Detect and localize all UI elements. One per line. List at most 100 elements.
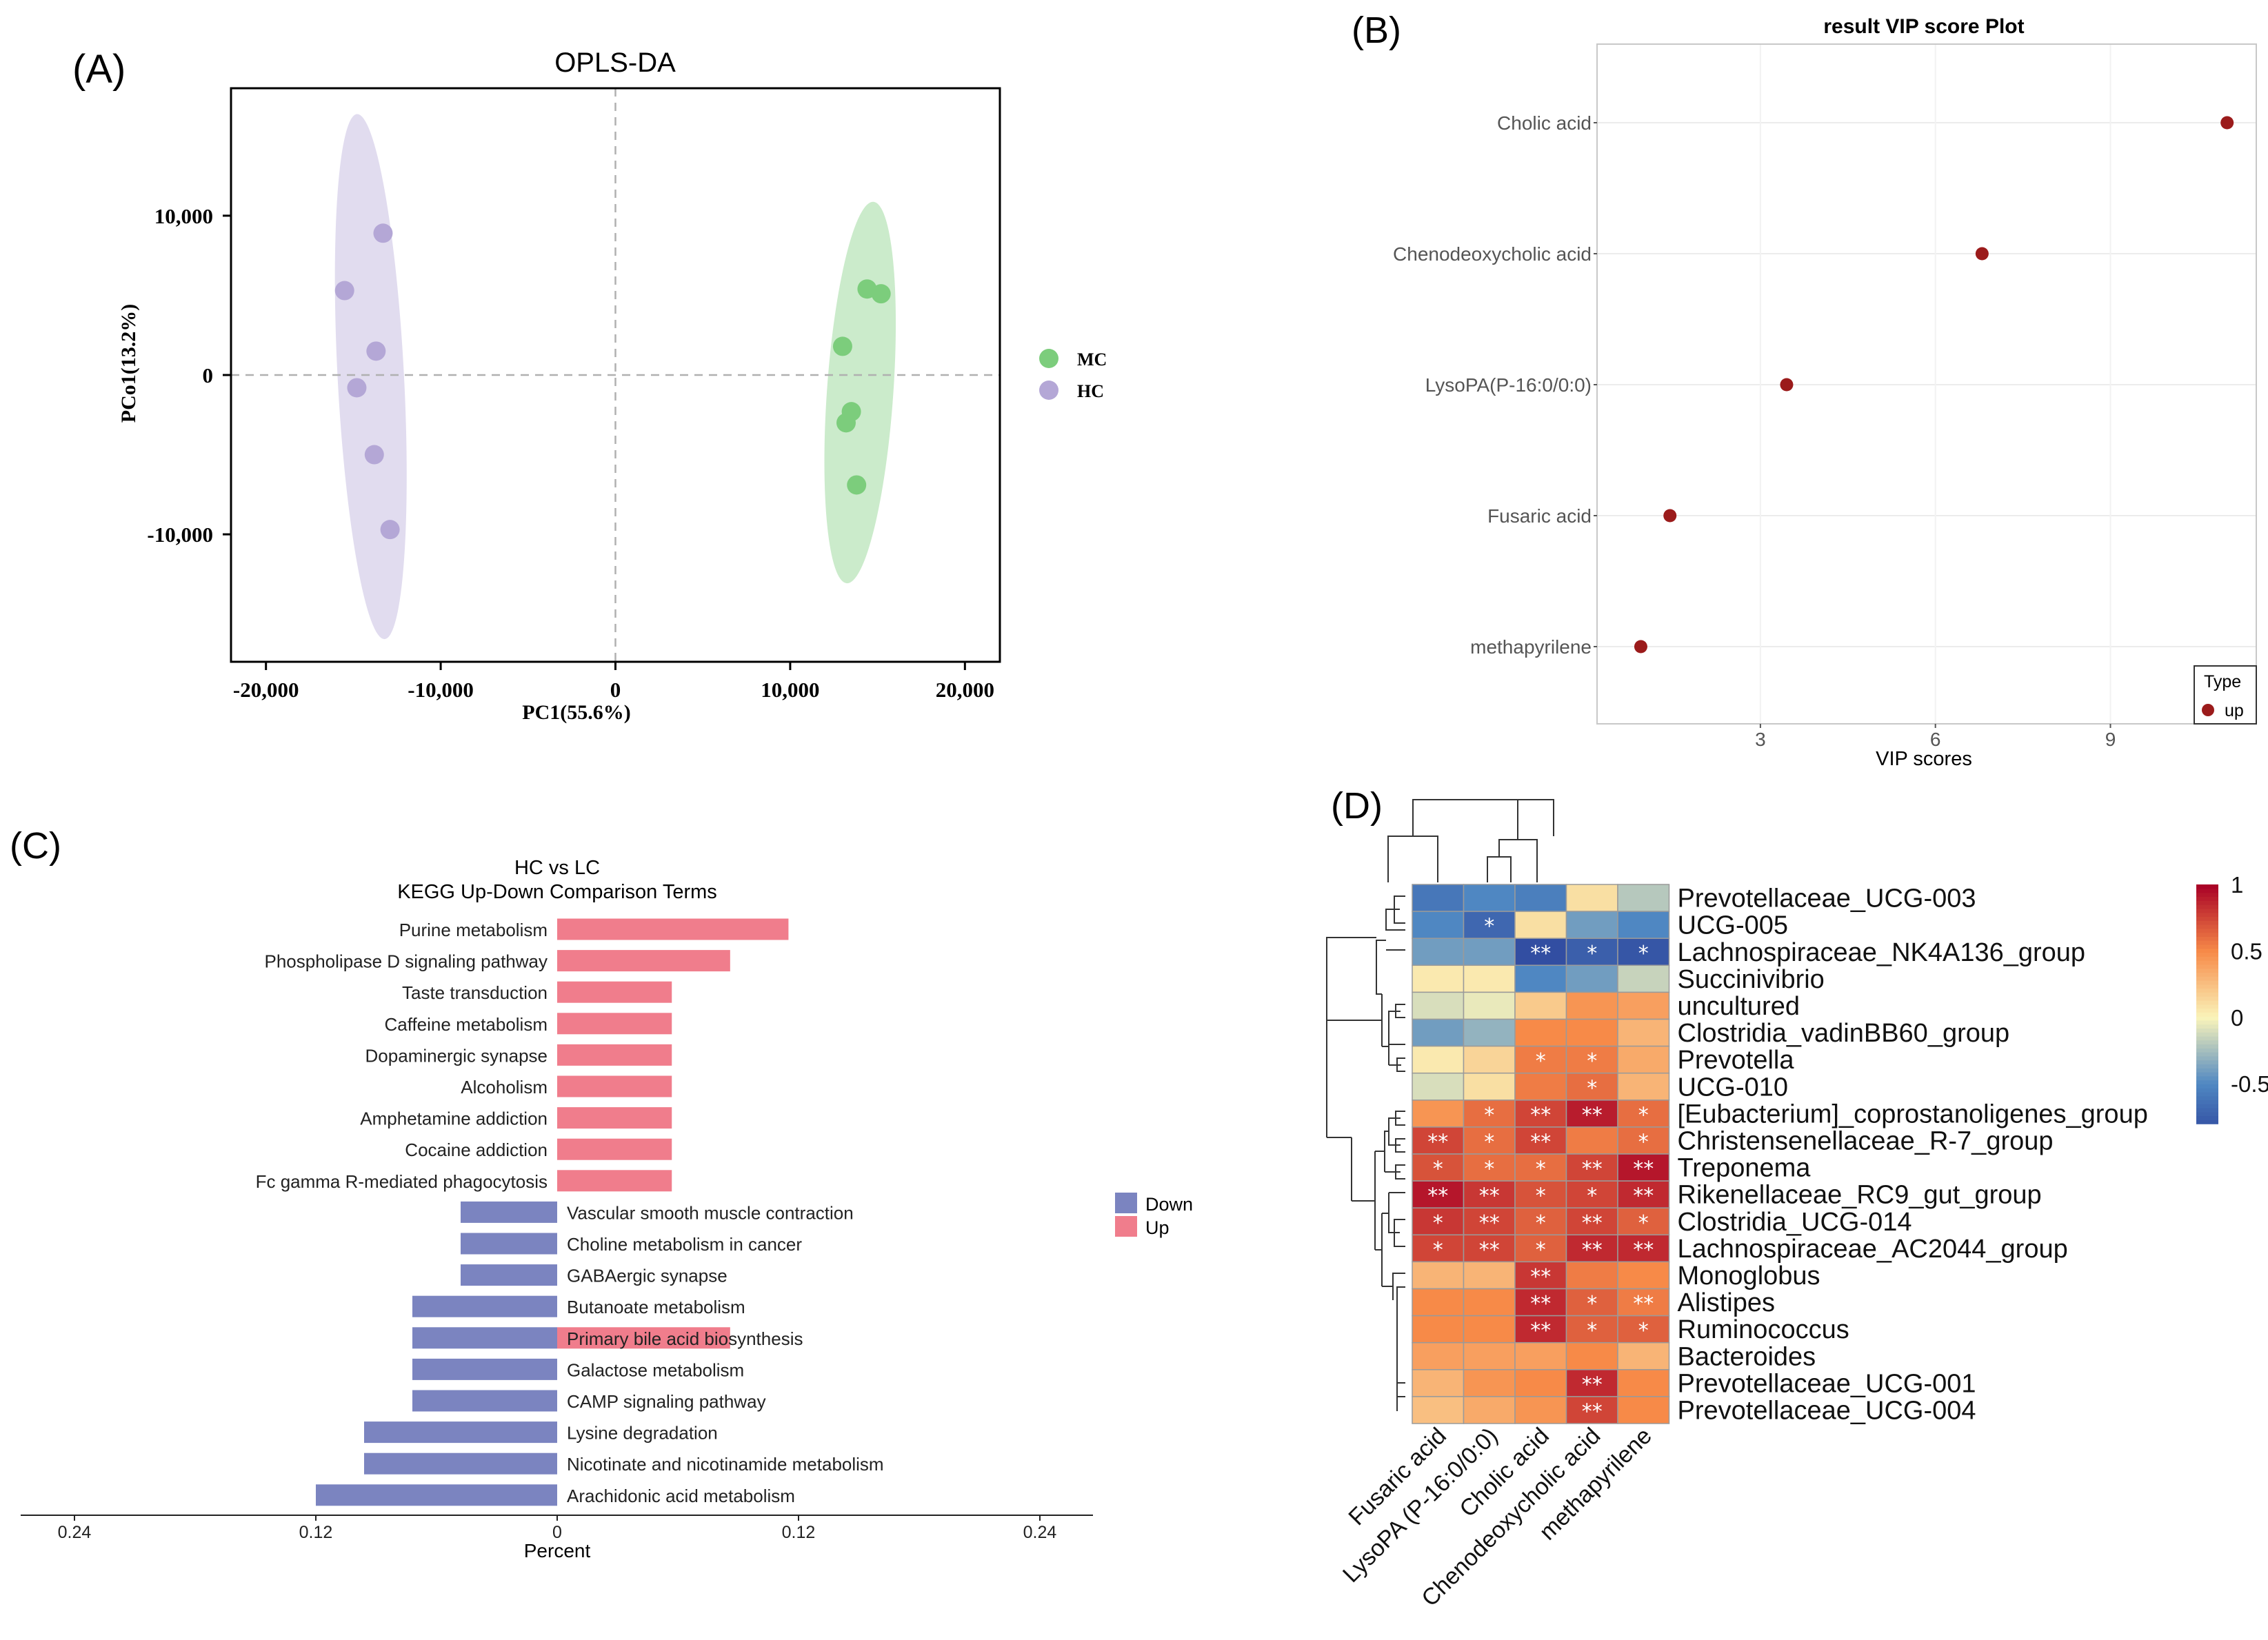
heatmap-row-label: Alistipes	[1678, 1288, 1776, 1317]
significance-mark: *	[1433, 1238, 1443, 1262]
colorbar-segment	[2196, 912, 2218, 918]
significance-mark: *	[1638, 1211, 1649, 1235]
heatmap-cell	[1463, 964, 1516, 993]
heatmap-cell	[1463, 1261, 1516, 1290]
x-tick-label: -10,000	[408, 678, 474, 702]
colorbar-segment	[2196, 1051, 2218, 1057]
heatmap-cell	[1514, 1288, 1567, 1317]
colorbar-segment	[2196, 1075, 2218, 1081]
heatmap-cell	[1617, 1045, 1670, 1074]
chart-c-legend: Down Up	[1115, 1193, 1193, 1238]
heatmap-cell	[1617, 1396, 1670, 1424]
y-tick-label: -10,000	[147, 523, 213, 547]
down-bar	[412, 1390, 557, 1412]
down-bar	[364, 1452, 557, 1475]
heatmap-cell	[1617, 964, 1670, 993]
kegg-term-label: GABAergic synapse	[567, 1266, 727, 1286]
confidence-ellipse-mc	[824, 201, 896, 584]
heatmap-cell	[1412, 1180, 1465, 1208]
down-bar	[412, 1327, 557, 1349]
significance-mark: **	[1633, 1184, 1654, 1208]
vip-category-label: Fusaric acid	[1487, 505, 1592, 527]
heatmap-cell	[1514, 1018, 1567, 1047]
significance-mark: *	[1587, 1184, 1597, 1208]
heatmap-cell	[1412, 1288, 1465, 1317]
up-bar	[557, 1170, 672, 1192]
heatmap-cell	[1412, 1369, 1465, 1397]
point-mc	[847, 475, 867, 495]
chart-c-subtitle: KEGG Up-Down Comparison Terms	[397, 881, 717, 903]
significance-mark: *	[1433, 1211, 1443, 1235]
heatmap-cell	[1565, 964, 1618, 993]
colorbar-segment	[2196, 900, 2218, 905]
heatmap-cell	[1412, 1153, 1465, 1182]
x-tick-label: 0	[610, 678, 621, 702]
down-bar	[316, 1484, 557, 1506]
significance-mark: **	[1530, 1292, 1551, 1316]
colorbar-segment	[2196, 1091, 2218, 1097]
down-bar	[461, 1201, 557, 1223]
colorbar-segment	[2196, 1107, 2218, 1113]
kegg-term-label: Purine metabolism	[399, 920, 548, 940]
heatmap-cell	[1514, 1045, 1567, 1074]
up-bar	[557, 1013, 672, 1035]
heatmap-cell	[1514, 1100, 1567, 1128]
vip-x-tick-label: 9	[2105, 729, 2116, 750]
colorbar-segment	[2196, 1040, 2218, 1045]
significance-mark: *	[1536, 1184, 1546, 1208]
down-bar	[461, 1264, 557, 1286]
colorbar-segment	[2196, 888, 2218, 893]
chart-b-title: result VIP score Plot	[1823, 15, 2024, 38]
significance-mark: *	[1587, 1292, 1597, 1316]
colorbar-segment	[2196, 1024, 2218, 1029]
heatmap-cell	[1463, 938, 1516, 966]
heatmap-cell	[1565, 1180, 1618, 1208]
vip-x-tick-label: 6	[1930, 729, 1941, 750]
significance-mark: **	[1479, 1238, 1500, 1262]
colorbar-segment	[2196, 988, 2218, 993]
colorbar-segment	[2196, 1068, 2218, 1073]
chart-a-plot: -20,000 -10,000 0 10,000 20,000 10,000 0 -10,00…	[147, 87, 1001, 702]
heatmap-cell	[1617, 1018, 1670, 1047]
kegg-term-label: Amphetamine addiction	[360, 1108, 548, 1129]
vip-category-label: methapyrilene	[1470, 636, 1592, 658]
heatmap-cell	[1565, 1261, 1618, 1290]
colorbar-segment	[2196, 944, 2218, 949]
colorbar-segment	[2196, 904, 2218, 909]
row-dendrogram	[1326, 895, 1405, 1411]
heatmap-row-label: Lachnospiraceae_AC2044_group	[1678, 1235, 2068, 1264]
heatmap-cell	[1412, 1018, 1465, 1047]
panel-a: (A) OPLS-DA -20,000 -10,000 0 10,000 20,000 1…	[72, 47, 1107, 724]
heatmap-row-label: Prevotellaceae_UCG-001	[1678, 1369, 1976, 1398]
heatmap-cell	[1617, 1288, 1670, 1317]
kegg-term-label: Choline metabolism in cancer	[567, 1234, 802, 1255]
heatmap-row-label: Rikenellaceae_RC9_gut_group	[1678, 1181, 2042, 1210]
chart-a-xlabel: PC1(55.6%)	[522, 701, 630, 724]
colorbar-segment	[2196, 1071, 2218, 1077]
colorbar-segment	[2196, 892, 2218, 898]
colorbar-segment	[2196, 992, 2218, 997]
kegg-x-tick-label: 0	[552, 1523, 562, 1542]
colorbar-segment	[2196, 916, 2218, 921]
significance-mark: **	[1582, 1238, 1603, 1262]
panel-c: (C) HC vs LC KEGG Up-Down Comparison Ter…	[10, 825, 1193, 1561]
significance-mark: *	[1587, 1319, 1597, 1343]
colorbar-segment	[2196, 976, 2218, 981]
colorbar-segment	[2196, 1044, 2218, 1049]
heatmap-cell	[1617, 1342, 1670, 1370]
x-tick-label: 20,000	[936, 678, 994, 702]
colorbar-tick-label: 0	[2231, 1005, 2243, 1031]
heatmap-cell	[1617, 1207, 1670, 1236]
heatmap-row-label: uncultured	[1678, 992, 1800, 1021]
colorbar-segment	[2196, 956, 2218, 961]
heatmap-cell	[1514, 1396, 1567, 1424]
significance-mark: *	[1587, 942, 1597, 966]
legend-hc-dot	[1039, 381, 1058, 400]
heatmap-cell	[1463, 884, 1516, 912]
significance-mark: **	[1633, 1238, 1654, 1262]
heatmap-cell	[1412, 964, 1465, 993]
chart-c-legend-up: Up	[1145, 1217, 1170, 1238]
vip-category-label: Cholic acid	[1497, 112, 1592, 134]
significance-mark: **	[1427, 1130, 1448, 1154]
